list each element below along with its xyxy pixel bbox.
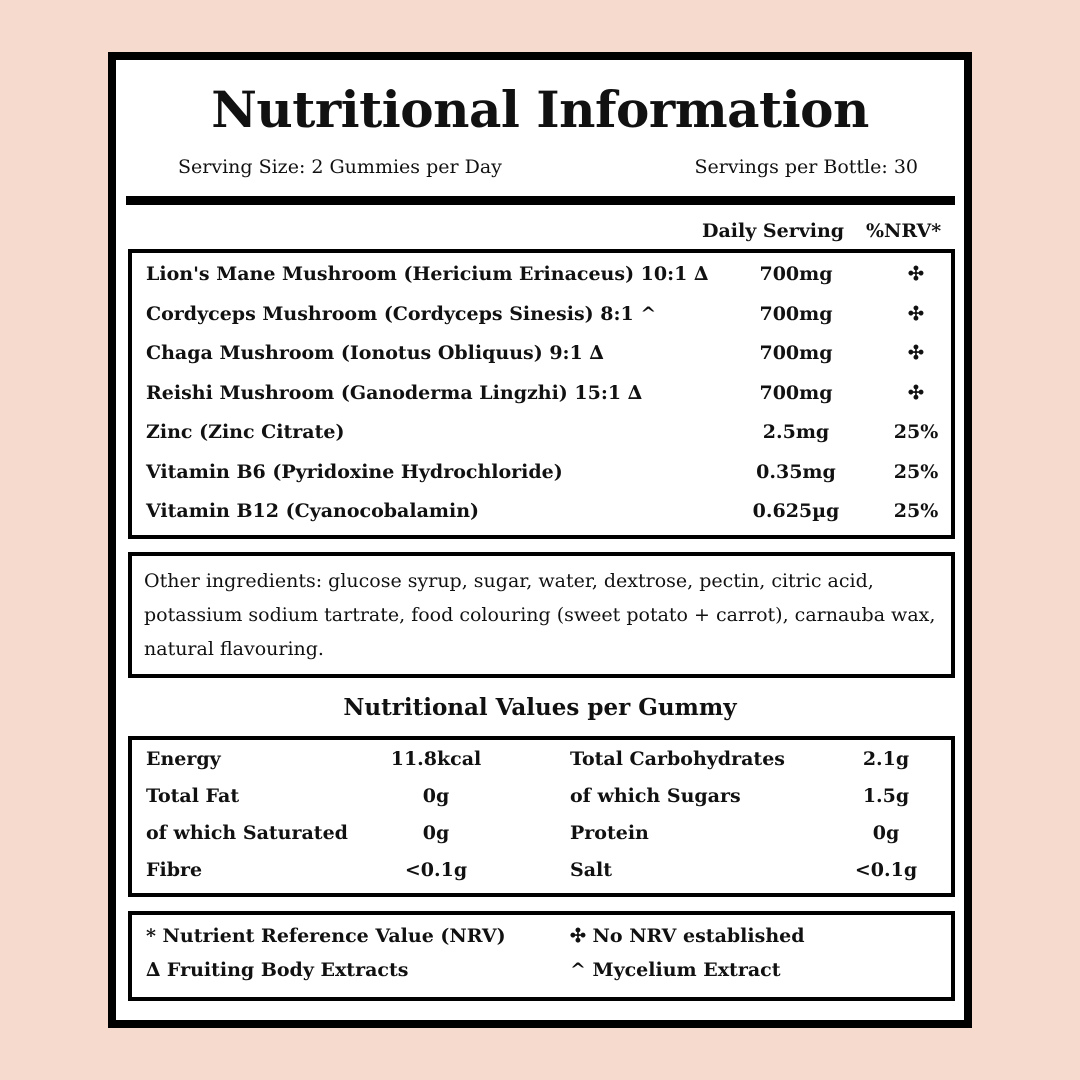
- ingredient-name: Zinc (Zinc Citrate): [146, 421, 345, 443]
- footnote: ✣ No NRV established: [570, 925, 805, 947]
- values-title: Nutritional Values per Gummy: [343, 694, 737, 721]
- ingredient-name: Lion's Mane Mushroom (Hericium Erinaceus…: [146, 263, 709, 285]
- ingredient-amount: 700mg: [759, 381, 833, 404]
- ingredient-name: Reishi Mushroom (Ganoderma Lingzhi) 15:1…: [146, 381, 642, 404]
- value-label: Salt: [570, 859, 613, 881]
- footnotes: * Nutrient Reference Value (NRV) ✣ No NR…: [128, 911, 955, 1001]
- ingredient-name: Vitamin B6 (Pyridoxine Hydrochloride): [146, 460, 563, 483]
- value-label: Energy: [146, 748, 221, 770]
- value-label: Total Carbohydrates: [570, 748, 785, 770]
- nutritional-values-table: Energy 11.8kcal Total Carbohydrates 2.1g…: [128, 736, 955, 897]
- ingredient-row: Cordyceps Mushroom (Cordyceps Sinesis) 8…: [146, 303, 937, 333]
- column-header-amount: Daily Serving: [702, 220, 845, 242]
- value-label: of which Sugars: [570, 785, 741, 807]
- ingredient-amount: 0.625µg: [752, 500, 840, 522]
- ingredient-name: Vitamin B12 (Cyanocobalamin): [146, 500, 480, 522]
- value-amount: <0.1g: [404, 859, 468, 881]
- value-amount: <0.1g: [854, 859, 918, 881]
- ingredient-amount: 700mg: [759, 342, 833, 364]
- serving-size: Serving Size: 2 Gummies per Day: [178, 156, 502, 178]
- value-amount: 11.8kcal: [390, 748, 482, 770]
- value-label: Total Fat: [146, 785, 240, 807]
- ingredient-nrv: ✣: [908, 342, 924, 364]
- footnote: ∆ Fruiting Body Extracts: [146, 959, 409, 981]
- ingredient-name: Chaga Mushroom (Ionotus Obliquus) 9:1 ∆: [146, 342, 604, 364]
- ingredient-nrv: 25%: [893, 421, 939, 443]
- ingredient-row: Vitamin B12 (Cyanocobalamin) 0.625µg 25%: [146, 500, 938, 530]
- ingredient-nrv: 25%: [893, 500, 939, 522]
- footnote: ^ Mycelium Extract: [570, 959, 781, 981]
- nutrition-label: Nutritional Information Serving Size: 2 …: [108, 52, 972, 1028]
- divider: [126, 196, 955, 205]
- ingredient-row: Lion's Mane Mushroom (Hericium Erinaceus…: [146, 263, 937, 293]
- ingredient-row: Chaga Mushroom (Ionotus Obliquus) 9:1 ∆ …: [146, 342, 937, 372]
- value-row: Total Fat 0g of which Sugars 1.5g: [146, 785, 937, 815]
- column-header-nrv: %NRV*: [866, 220, 942, 242]
- ingredient-amount: 2.5mg: [762, 421, 830, 443]
- value-label: Protein: [570, 822, 649, 844]
- value-label: of which Saturated: [146, 822, 348, 844]
- value-row: of which Saturated 0g Protein 0g: [146, 822, 937, 852]
- value-amount: 0g: [422, 785, 450, 807]
- ingredient-row: Vitamin B6 (Pyridoxine Hydrochloride) 0.…: [146, 460, 938, 491]
- ingredient-name: Cordyceps Mushroom (Cordyceps Sinesis) 8…: [146, 302, 657, 325]
- value-row: Energy 11.8kcal Total Carbohydrates 2.1g: [146, 748, 937, 778]
- other-ingredients: Other ingredients: glucose syrup, sugar,…: [128, 552, 955, 678]
- value-amount: 0g: [422, 822, 450, 844]
- ingredient-nrv: 25%: [893, 460, 939, 483]
- servings-per-bottle: Servings per Bottle: 30: [694, 156, 918, 178]
- ingredients-table: Lion's Mane Mushroom (Hericium Erinaceus…: [128, 249, 955, 539]
- value-row: Fibre <0.1g Salt <0.1g: [146, 859, 937, 889]
- ingredient-amount: 0.35mg: [756, 460, 836, 483]
- footnote: * Nutrient Reference Value (NRV): [146, 925, 506, 947]
- ingredient-row: Reishi Mushroom (Ganoderma Lingzhi) 15:1…: [146, 382, 937, 412]
- ingredient-nrv: ✣: [908, 302, 924, 325]
- value-label: Fibre: [146, 859, 203, 881]
- value-amount: 2.1g: [862, 748, 910, 770]
- ingredient-nrv: ✣: [908, 381, 924, 404]
- ingredient-nrv: ✣: [908, 263, 924, 285]
- ingredient-amount: 700mg: [759, 263, 833, 285]
- ingredient-amount: 700mg: [759, 302, 833, 325]
- page-title: Nutritional Information: [211, 80, 869, 139]
- ingredient-row: Zinc (Zinc Citrate) 2.5mg 25%: [146, 421, 938, 451]
- value-amount: 0g: [872, 822, 900, 844]
- value-amount: 1.5g: [862, 785, 910, 807]
